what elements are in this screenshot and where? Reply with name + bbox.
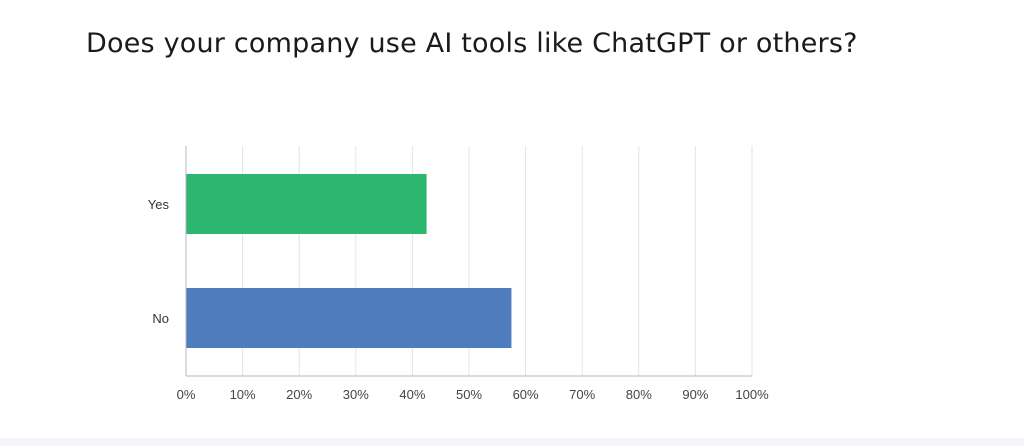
x-tick-label: 40% [399, 387, 425, 402]
x-tick-label: 100% [735, 387, 769, 402]
bottom-strip [0, 438, 1024, 446]
category-label: Yes [148, 197, 170, 212]
x-tick-label: 0% [177, 387, 196, 402]
bars [186, 174, 512, 348]
category-label: No [152, 311, 169, 326]
bar-no [186, 288, 512, 348]
labels: 0% 10% 20% 30% 40% 50% 60% 70% 80% 90% 100% Yes No [148, 197, 769, 402]
x-tick-label: 50% [456, 387, 482, 402]
x-tick-label: 20% [286, 387, 312, 402]
chart-title: Does your company use AI tools like Chat… [86, 28, 858, 59]
x-tick-label: 30% [343, 387, 369, 402]
x-tick-label: 60% [513, 387, 539, 402]
bar-yes [186, 174, 427, 234]
x-tick-label: 10% [230, 387, 256, 402]
axes [185, 146, 752, 377]
x-tick-label: 90% [682, 387, 708, 402]
x-tick-label: 80% [626, 387, 652, 402]
x-tick-label: 70% [569, 387, 595, 402]
